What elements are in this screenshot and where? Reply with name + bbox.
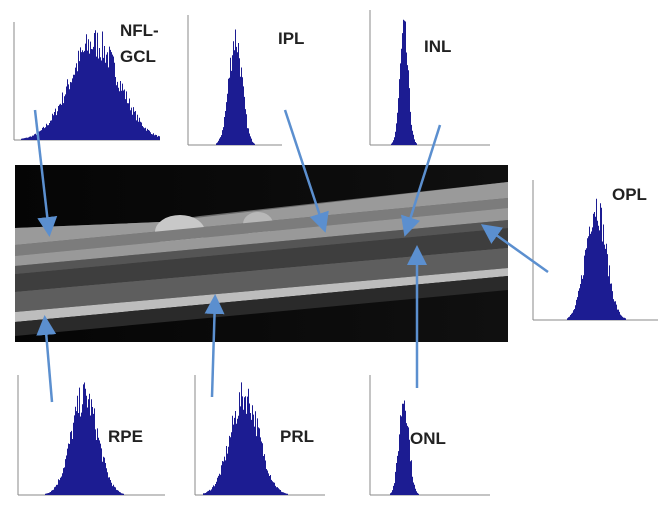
label: IPL xyxy=(278,26,304,52)
histogram xyxy=(568,199,626,320)
label: NFL-GCL xyxy=(120,18,160,70)
label: PRL xyxy=(280,424,314,450)
label: ONL xyxy=(410,426,446,452)
oct-image xyxy=(15,165,508,342)
figure: NFL-GCL IPL INL OPL RPE PRL ONL xyxy=(0,0,662,508)
histogram xyxy=(204,382,288,495)
histogram xyxy=(392,20,417,145)
label: RPE xyxy=(108,424,143,450)
label: OPL xyxy=(612,182,647,208)
figure-canvas xyxy=(0,0,662,508)
label: INL xyxy=(424,34,451,60)
histogram xyxy=(217,30,255,146)
